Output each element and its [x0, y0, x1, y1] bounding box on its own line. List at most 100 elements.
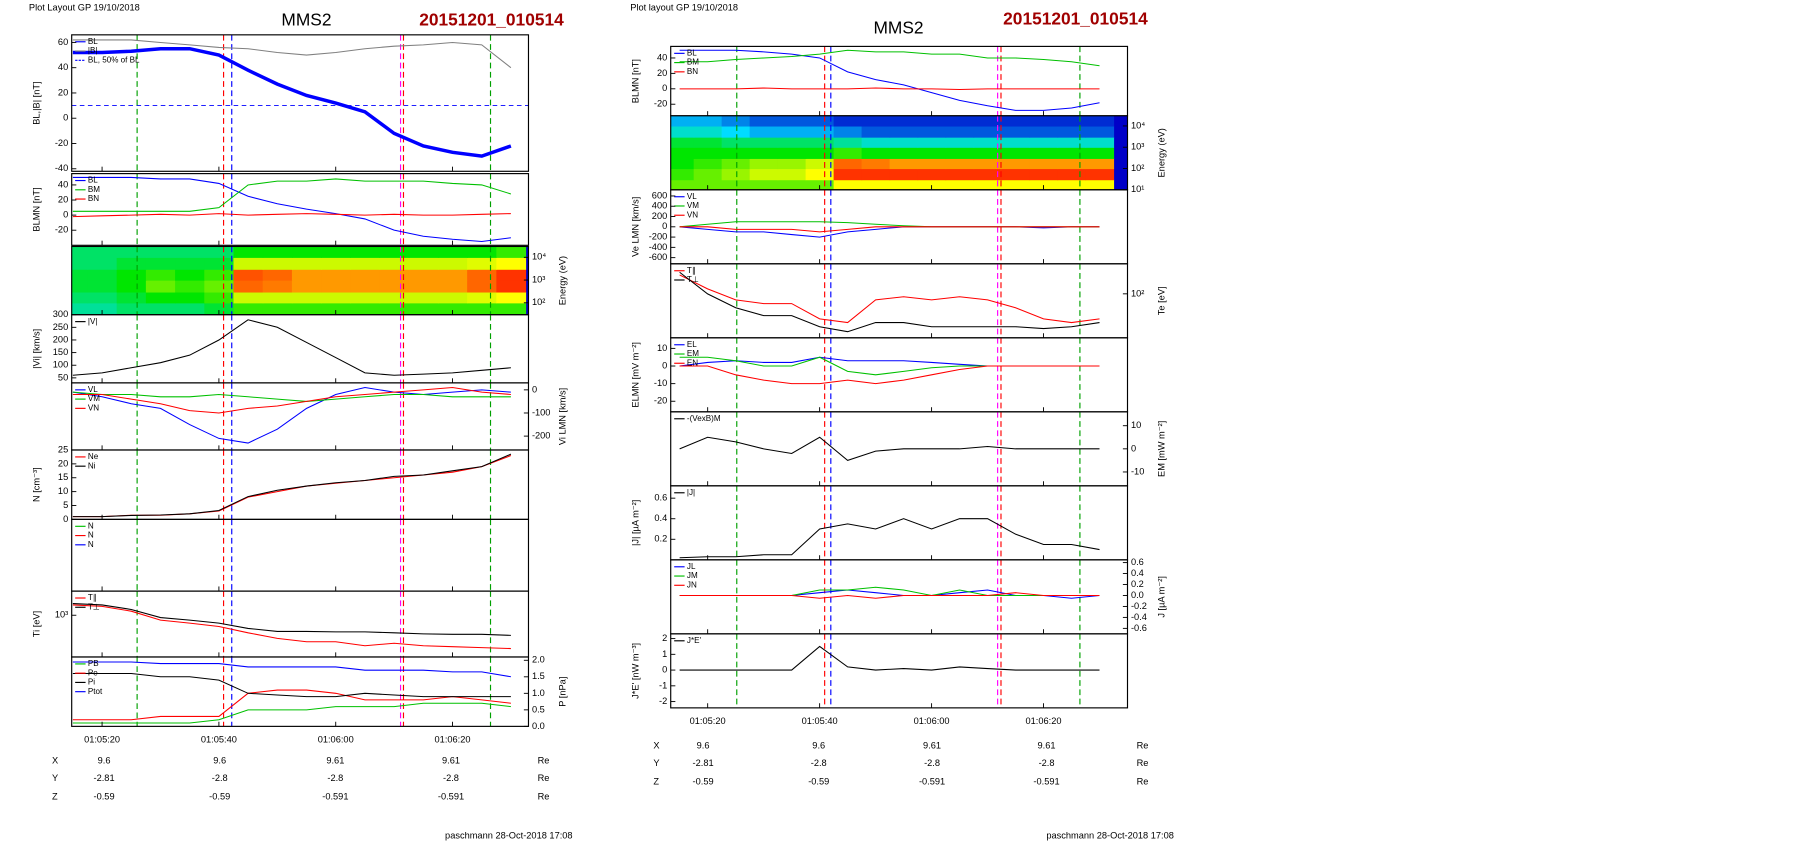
plot-header: Plot Layout GP 19/10/2018	[29, 3, 140, 13]
spectrogram-cell	[1085, 158, 1115, 170]
legend-label: BN	[88, 194, 99, 203]
y-axis-label: BLMN [nT]	[31, 187, 41, 231]
y-axis-label: N [cm⁻³]	[31, 467, 41, 502]
spectrogram-cell	[437, 269, 468, 281]
y-tick-label: 25	[58, 444, 68, 454]
spectrogram-cell	[1057, 147, 1087, 159]
legend-label: JN	[687, 580, 697, 589]
spectrogram-cell	[116, 280, 147, 293]
y-tick-label: 0.6	[1131, 557, 1144, 567]
spectrogram-cell	[233, 291, 264, 304]
y-tick-label: 10¹	[1131, 184, 1144, 194]
spectrogram-cell	[408, 269, 439, 281]
panel: NNN	[71, 518, 530, 592]
ephemeris-cell: 9.61	[1038, 740, 1056, 750]
y-tick-label: -40	[55, 163, 68, 173]
spectrogram-cell	[917, 115, 947, 127]
spectrogram-cell	[1029, 125, 1059, 138]
y-tick-label: 10³	[55, 610, 68, 620]
legend-label: T∥	[687, 266, 696, 275]
spectrogram-cell	[1001, 158, 1031, 170]
spectrogram-cell	[496, 302, 527, 315]
panel-plot	[679, 411, 1100, 486]
legend-label: VL	[88, 385, 98, 394]
panel-frame	[71, 656, 530, 727]
legend-label: VM	[687, 201, 699, 210]
spectrogram-cell	[1029, 115, 1059, 127]
spectrogram-cell	[917, 168, 947, 181]
spectrogram-cell	[291, 257, 322, 270]
y-tick-label: 20	[58, 194, 68, 204]
spectrogram-cell	[204, 291, 235, 304]
spectrogram-cell	[861, 147, 891, 159]
spectrogram-cell	[833, 147, 863, 159]
spectrogram-cell	[1085, 179, 1115, 190]
spectrogram-cell	[749, 115, 779, 127]
spectrogram-cell	[693, 147, 723, 159]
spectrogram-cell	[1057, 168, 1087, 181]
spectrogram-cell	[670, 168, 695, 181]
series-line	[72, 387, 511, 444]
spectrogram-cell	[805, 137, 835, 148]
spectrogram-cell	[1001, 115, 1031, 127]
legend-label: T∥	[88, 593, 97, 602]
legend-label: |B|	[88, 46, 98, 55]
y-tick-label: -600	[649, 252, 668, 262]
spectrogram-cell	[87, 302, 118, 315]
spectrogram-cell	[467, 269, 497, 281]
series-line	[72, 455, 512, 518]
x-tick-label: 01:06:00	[914, 716, 950, 726]
series-line	[72, 39, 512, 69]
spectrogram-cell	[467, 257, 497, 270]
spectrogram-cell	[805, 125, 835, 138]
spectrogram-cell	[1029, 158, 1059, 170]
spectrogram-cell	[805, 147, 835, 159]
spectrogram-cell	[777, 125, 807, 138]
ephemeris-cell: Re	[1137, 758, 1149, 768]
x-tick-label: 01:06:20	[435, 735, 471, 745]
legend-label: N	[88, 540, 94, 549]
spectrogram-cell	[861, 179, 891, 190]
spectrogram-cell	[749, 168, 779, 181]
panel: J*E' -2 -1 0 1 2 J*E' [nW m⁻³] 01:05:20 01:05:40…	[630, 633, 1129, 726]
ephemeris-cell: 9.61	[923, 740, 941, 750]
y-tick-label: -20	[654, 99, 667, 109]
spectrogram-cell	[87, 257, 118, 270]
ephemeris-cell: 9.6	[98, 756, 111, 766]
x-tick-label: 01:06:00	[318, 735, 354, 745]
y-tick-label: 10³	[1131, 142, 1144, 152]
spectrogram-cell	[721, 115, 751, 127]
spectrogram-cell	[379, 302, 410, 315]
spectrogram-cell	[233, 302, 264, 315]
ephemeris-cell: Re	[1137, 776, 1149, 786]
y-tick-label: 0	[63, 210, 68, 220]
ephemeris-cell: Y	[52, 773, 58, 783]
spectrogram-cell	[749, 137, 779, 148]
y-tick-label: 100	[53, 360, 68, 370]
panel-frame	[670, 633, 1129, 709]
spectrogram-cell	[917, 137, 947, 148]
spectrogram-cell	[204, 280, 235, 293]
spectrogram-cell	[1057, 115, 1087, 127]
panel-plot	[72, 449, 512, 520]
y-tick-label: 60	[58, 37, 68, 47]
y-tick-label: -10	[1131, 466, 1144, 476]
legend-label: Ptot	[88, 687, 103, 696]
y-tick-label: 10	[657, 343, 667, 353]
y-tick-label: 20	[58, 458, 68, 468]
series-line	[72, 603, 511, 636]
y-tick-label: 20	[657, 68, 667, 78]
spectrogram-cell	[805, 179, 835, 190]
spectrogram-cell	[408, 291, 439, 304]
spectrogram-cell	[145, 246, 176, 258]
y-axis-label: Ti [eV]	[31, 611, 41, 637]
spectrogram-cell	[670, 158, 695, 170]
y-tick-label: -20	[55, 225, 68, 235]
spectrogram-cell	[350, 257, 381, 270]
spectrogram-cell	[1085, 125, 1115, 138]
series-line	[679, 87, 1100, 91]
ephemeris-cell: Z	[52, 791, 58, 801]
spectrogram-cell	[496, 257, 527, 270]
spectrogram-cell	[321, 280, 351, 293]
spectrogram-cell	[496, 246, 527, 258]
